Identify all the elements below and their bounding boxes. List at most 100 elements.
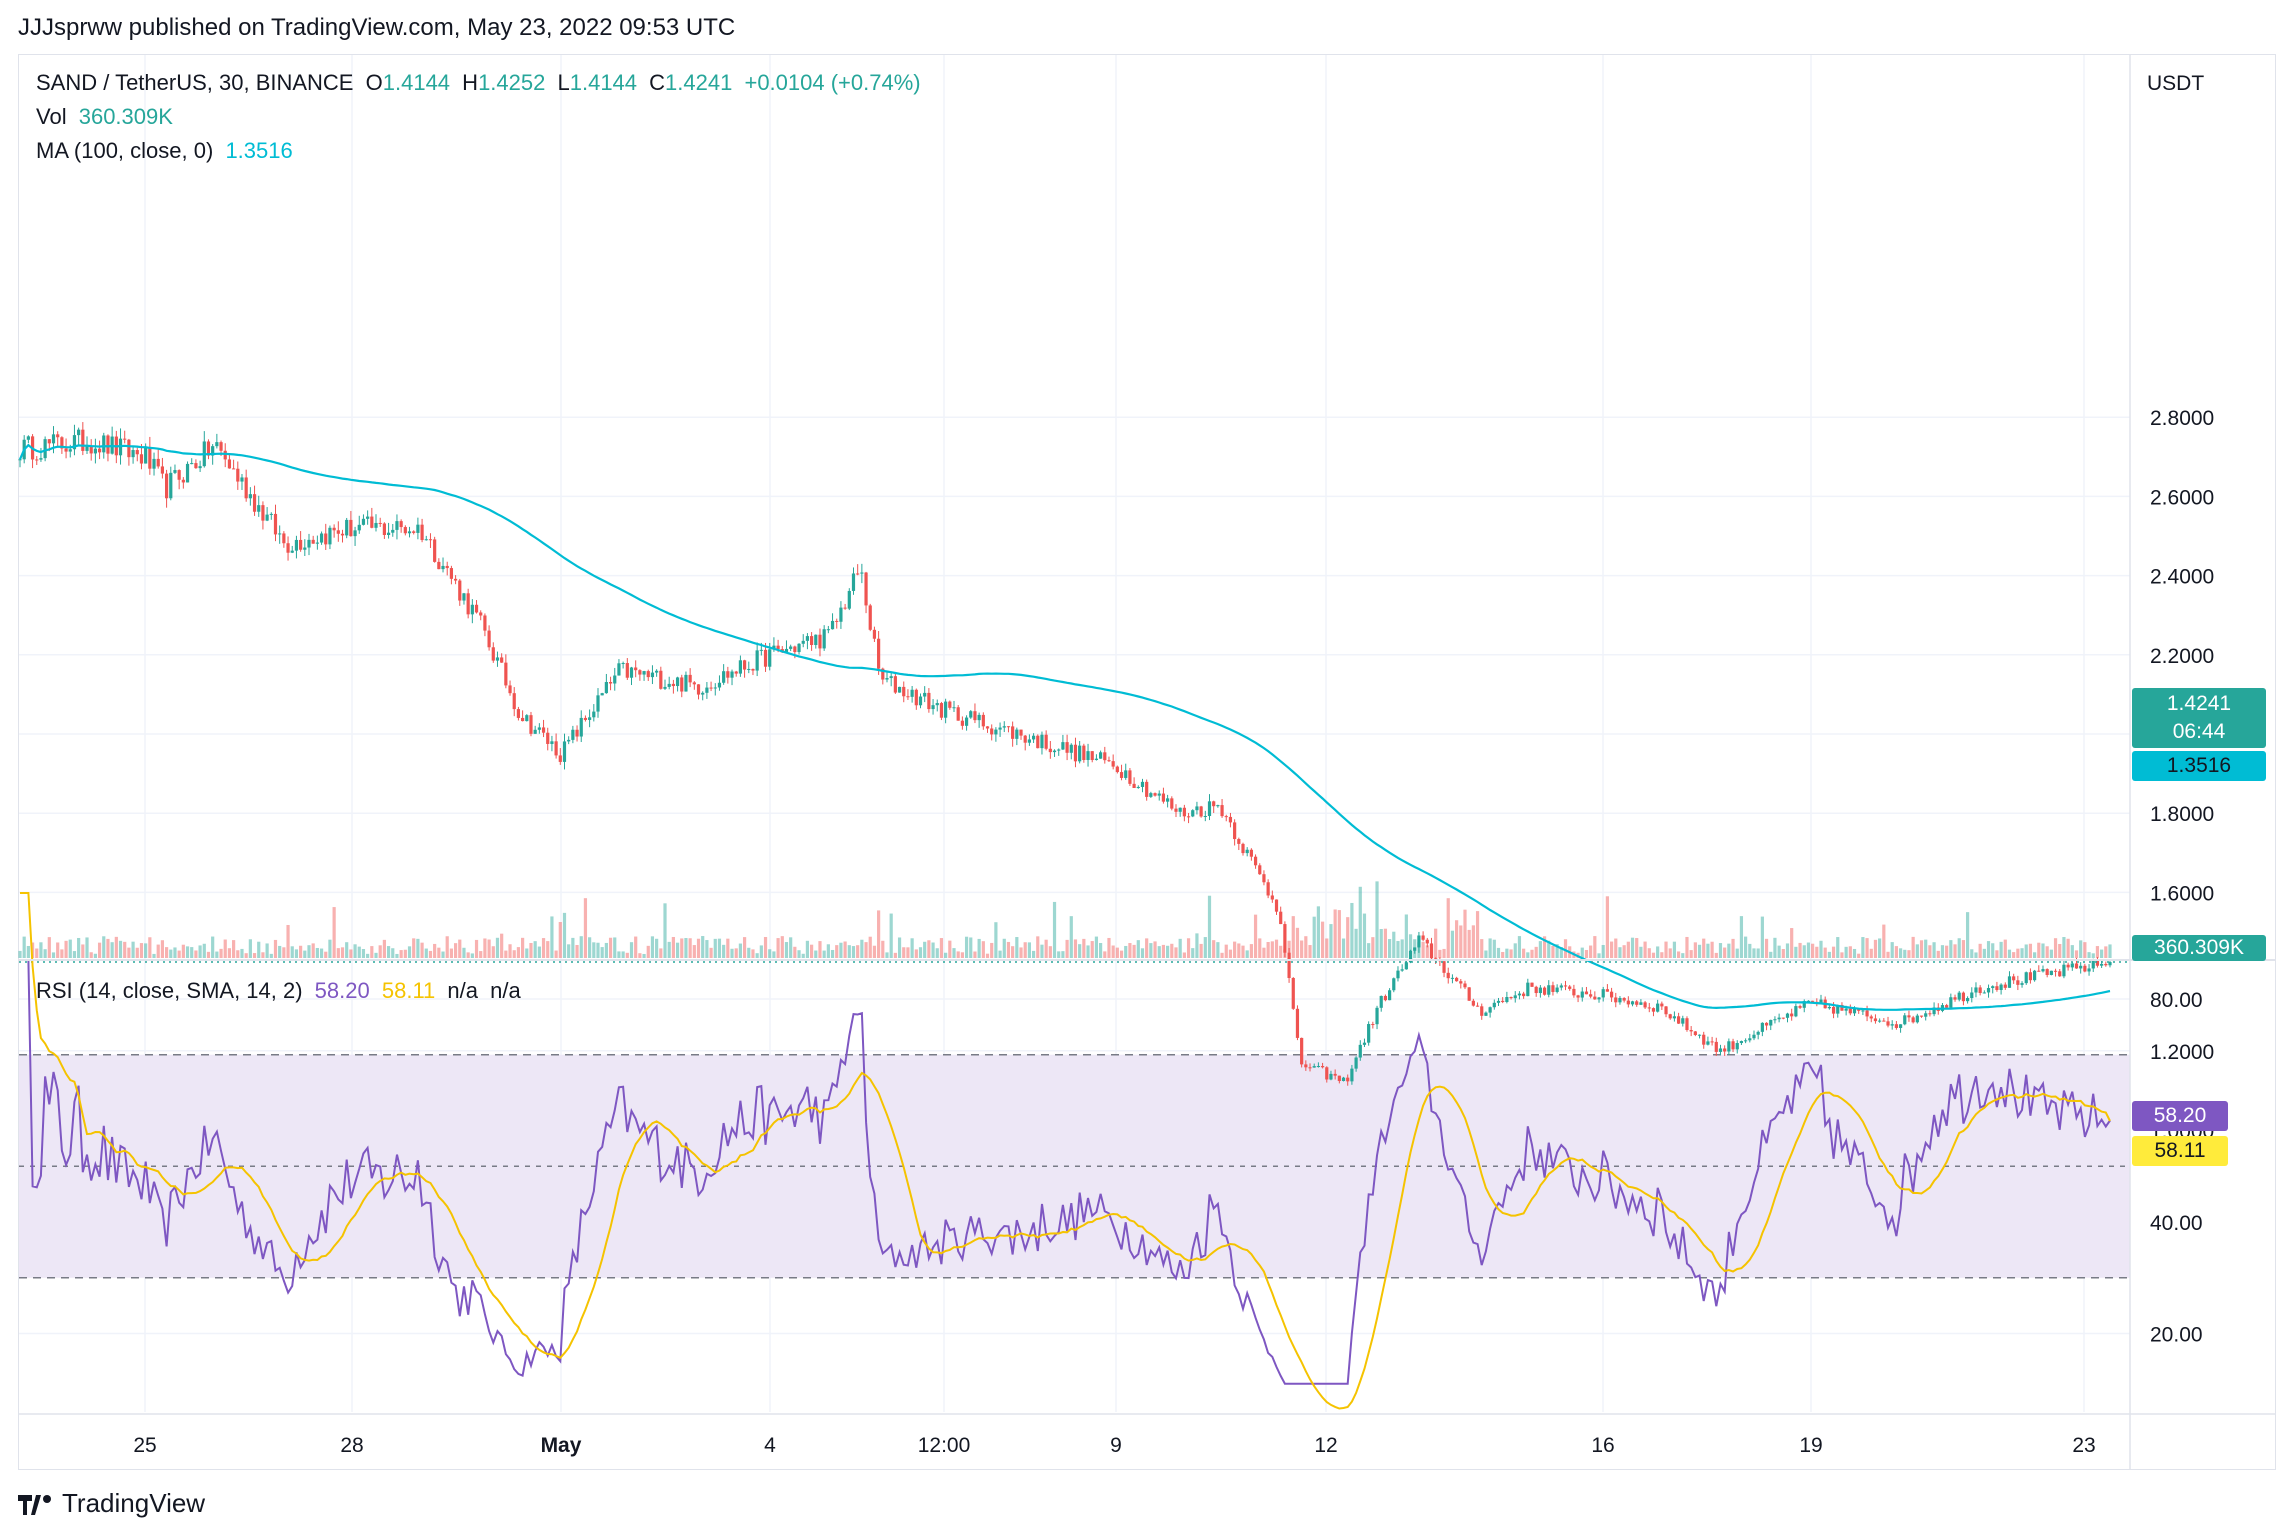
- candle-body: [1199, 806, 1203, 817]
- volume-bar: [1660, 952, 1664, 958]
- volume-bar: [625, 952, 629, 958]
- candle-body: [139, 454, 144, 464]
- candle-body: [169, 472, 173, 499]
- volume-bar: [1387, 939, 1392, 958]
- volume-bar: [759, 945, 763, 958]
- candle-body: [123, 438, 127, 440]
- volume-bar: [1978, 943, 1982, 958]
- volume-bar: [1203, 937, 1207, 958]
- ma-value: 1.3516: [225, 138, 293, 163]
- candle-body: [2058, 971, 2062, 977]
- volume-bar: [395, 953, 399, 958]
- candle-body: [990, 728, 994, 735]
- volume-bar: [340, 947, 345, 958]
- candle-body: [1697, 1034, 1702, 1036]
- volume-bar: [1367, 943, 1371, 958]
- volume-bar: [1534, 946, 1538, 958]
- volume-bar: [1329, 924, 1333, 958]
- candle-body: [328, 527, 332, 545]
- candle-body: [500, 657, 504, 663]
- candle-body: [1593, 996, 1597, 1000]
- volume-bar: [516, 947, 521, 958]
- volume-bar: [1099, 943, 1103, 958]
- volume-bar: [596, 942, 600, 958]
- candle-body: [2079, 965, 2083, 969]
- volume-bar: [504, 950, 508, 958]
- candle-body: [1417, 935, 1421, 948]
- candle-body: [160, 466, 165, 474]
- candle-body: [1723, 1048, 1727, 1052]
- volume-bar: [328, 939, 332, 958]
- candle-body: [835, 620, 839, 622]
- volume-bar: [705, 940, 709, 958]
- candle-body: [1463, 983, 1467, 988]
- volume-bar: [1806, 942, 1811, 958]
- candle-body: [1873, 1018, 1878, 1022]
- candle-body: [604, 682, 608, 694]
- volume-bar: [2007, 949, 2012, 958]
- candle-body: [349, 519, 353, 537]
- volume-bar: [290, 946, 294, 958]
- candle-body: [1601, 989, 1605, 998]
- candle-body: [315, 542, 319, 544]
- volume-bar: [1274, 939, 1279, 958]
- volume-bar: [1697, 944, 1702, 958]
- volume-bar: [1693, 942, 1697, 958]
- candle-body: [474, 604, 479, 613]
- candle-body: [1794, 1006, 1798, 1017]
- volume-bar: [780, 936, 784, 958]
- candle-body: [608, 682, 613, 684]
- candle-body: [1563, 985, 1568, 987]
- volume-bar: [1253, 914, 1258, 958]
- candle-body: [705, 687, 709, 693]
- volume-bar: [1886, 951, 1890, 958]
- price-tick-label: 2.8000: [2150, 407, 2214, 430]
- volume-bar: [68, 939, 72, 958]
- candle-body: [185, 463, 190, 483]
- candle-body: [144, 447, 148, 464]
- candle-body: [600, 693, 604, 696]
- candle-body: [1986, 988, 1991, 993]
- candle-body: [1069, 744, 1073, 753]
- candle-body: [692, 682, 696, 685]
- candle-body: [1237, 839, 1241, 844]
- volume-bar: [613, 937, 617, 958]
- volume-bar: [1191, 948, 1195, 958]
- candle-body: [1781, 1017, 1785, 1019]
- candle-body: [1304, 1064, 1308, 1068]
- candle-body: [1132, 783, 1136, 788]
- volume-bar: [529, 942, 533, 958]
- candle-body: [814, 634, 818, 646]
- volume-bar: [747, 947, 751, 958]
- volume-bar: [1186, 938, 1191, 958]
- volume-bar: [391, 948, 395, 958]
- candle-body: [244, 477, 248, 499]
- candle-body: [1195, 806, 1199, 811]
- volume-bar: [118, 940, 123, 958]
- candle-body: [1421, 935, 1425, 940]
- candle-body: [2083, 965, 2087, 972]
- candle-body: [504, 662, 508, 686]
- candle-body: [1220, 805, 1224, 817]
- candle-body: [856, 573, 860, 575]
- price-tick-label: 2.4000: [2150, 566, 2214, 589]
- candle-body: [1337, 1075, 1341, 1082]
- candle-body: [550, 741, 554, 744]
- volume-bar: [1379, 929, 1383, 958]
- open-value: 1.4144: [382, 70, 451, 95]
- volume-bar: [650, 936, 655, 958]
- candle-body: [675, 677, 680, 687]
- volume-bar: [1245, 950, 1249, 958]
- candle-body: [1467, 987, 1471, 1001]
- candle-body: [1040, 734, 1044, 749]
- volume-bar: [835, 945, 839, 958]
- volume-bar: [1082, 938, 1086, 958]
- candle-body: [1584, 991, 1589, 995]
- candle-body: [1061, 742, 1065, 750]
- candle-body: [625, 663, 629, 678]
- candle-body: [1752, 1034, 1756, 1039]
- candle-body: [1622, 997, 1626, 1001]
- tradingview-footer[interactable]: TradingView: [18, 1488, 205, 1519]
- volume-bar: [1061, 951, 1065, 958]
